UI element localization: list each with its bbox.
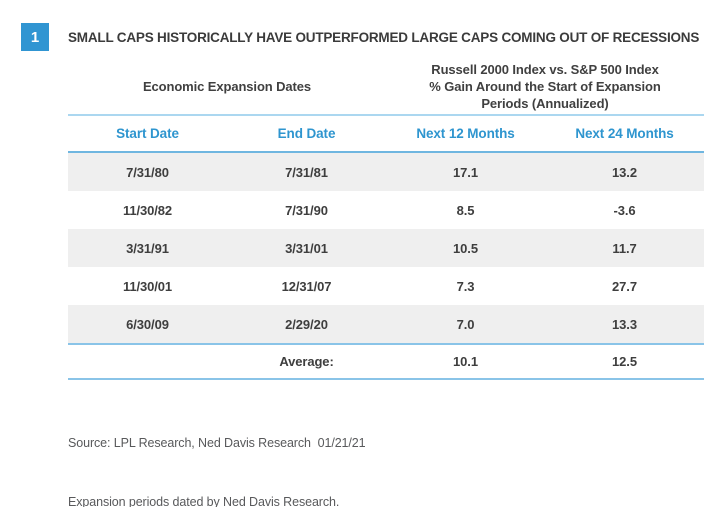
next-24-months-cell: 13.2 (612, 164, 637, 180)
figure-header: 1 SMALL CAPS HISTORICALLY HAVE OUTPERFOR… (0, 0, 723, 51)
performance-table: Economic Expansion Dates Russell 2000 In… (68, 58, 704, 380)
end-date-cell: 7/31/81 (285, 164, 328, 180)
table-row: 7/31/80 7/31/81 17.1 13.2 (68, 153, 704, 191)
start-date-cell: 11/30/82 (122, 202, 173, 218)
average-next-24-months: 12.5 (612, 354, 637, 369)
footnotes: Source: LPL Research, Ned Davis Research… (68, 395, 723, 507)
end-date-cell: 7/31/90 (285, 202, 328, 218)
table-row: 11/30/01 12/31/07 7.3 27.7 (68, 267, 704, 305)
next-24-months-cell: 13.3 (612, 316, 637, 332)
start-date-cell: 7/31/80 (126, 164, 169, 180)
column-header-next-24-months: Next 24 Months (575, 126, 674, 141)
average-label: Average: (279, 354, 334, 369)
table-row: 3/31/91 3/31/01 10.5 11.7 (68, 229, 704, 267)
next-24-months-cell: 27.7 (612, 278, 637, 294)
next-12-months-cell: 7.0 (456, 316, 475, 332)
column-header-start-date: Start Date (116, 126, 179, 141)
group-header-russell-vs-sp500: Russell 2000 Index vs. S&P 500 Index % G… (386, 58, 704, 114)
group-header-line-2: % Gain Around the Start of Expansion (429, 78, 661, 94)
column-header-end-date: End Date (277, 126, 336, 141)
source-line: Source: LPL Research, Ned Davis Research… (68, 436, 366, 450)
average-next-12-months: 10.1 (453, 354, 478, 369)
table-row: 6/30/09 2/29/20 7.0 13.3 (68, 305, 704, 343)
next-24-months-cell: -3.6 (613, 202, 636, 218)
next-24-months-cell: 11.7 (612, 240, 637, 256)
table-row: 11/30/82 7/31/90 8.5 -3.6 (68, 191, 704, 229)
group-header-expansion-dates: Economic Expansion Dates (68, 58, 386, 114)
next-12-months-cell: 8.5 (456, 202, 475, 218)
next-12-months-cell: 10.5 (453, 240, 478, 256)
average-row: Average: 10.1 12.5 (68, 343, 704, 380)
next-12-months-cell: 17.1 (453, 164, 478, 180)
column-header-row: Start Date End Date Next 12 Months Next … (68, 116, 704, 153)
start-date-cell: 6/30/09 (126, 316, 169, 332)
next-12-months-cell: 7.3 (456, 278, 475, 294)
group-header-line-1: Russell 2000 Index vs. S&P 500 Index (431, 61, 659, 77)
start-date-cell: 3/31/91 (126, 240, 169, 256)
figure-number-badge: 1 (21, 23, 49, 51)
end-date-cell: 3/31/01 (285, 240, 328, 256)
footnote-line: Expansion periods dated by Ned Davis Res… (68, 494, 340, 507)
start-date-cell: 11/30/01 (122, 278, 173, 294)
end-date-cell: 2/29/20 (285, 316, 328, 332)
group-header-row: Economic Expansion Dates Russell 2000 In… (68, 58, 704, 116)
end-date-cell: 12/31/07 (281, 278, 332, 294)
group-header-label: Economic Expansion Dates (142, 78, 312, 94)
column-header-next-12-months: Next 12 Months (416, 126, 515, 141)
figure-title: SMALL CAPS HISTORICALLY HAVE OUTPERFORME… (68, 29, 700, 45)
group-header-line-3: Periods (Annualized) (481, 95, 609, 111)
